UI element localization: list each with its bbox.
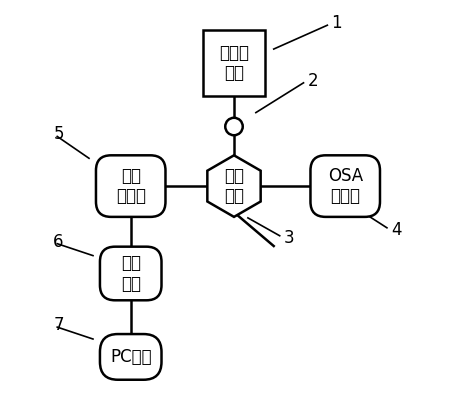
FancyBboxPatch shape <box>100 334 161 380</box>
Text: 传感
单元: 传感 单元 <box>224 167 244 206</box>
FancyBboxPatch shape <box>100 247 161 300</box>
FancyBboxPatch shape <box>310 155 380 217</box>
Text: 5: 5 <box>53 126 64 144</box>
Text: 4: 4 <box>391 221 402 239</box>
Text: PC终端: PC终端 <box>110 348 152 366</box>
Text: OSA
光谱仪: OSA 光谱仪 <box>328 167 363 206</box>
Polygon shape <box>207 155 261 217</box>
Text: 1: 1 <box>331 14 342 32</box>
Text: 6: 6 <box>53 233 64 251</box>
Bar <box>203 30 265 96</box>
Text: 近红外
光源: 近红外 光源 <box>219 44 249 82</box>
Text: 解调
模块: 解调 模块 <box>121 254 141 293</box>
Text: 2: 2 <box>307 72 318 90</box>
Text: 7: 7 <box>53 316 64 334</box>
Circle shape <box>225 118 243 135</box>
Text: 3: 3 <box>284 229 294 247</box>
FancyBboxPatch shape <box>96 155 166 217</box>
Text: 光电
转化器: 光电 转化器 <box>116 167 146 206</box>
